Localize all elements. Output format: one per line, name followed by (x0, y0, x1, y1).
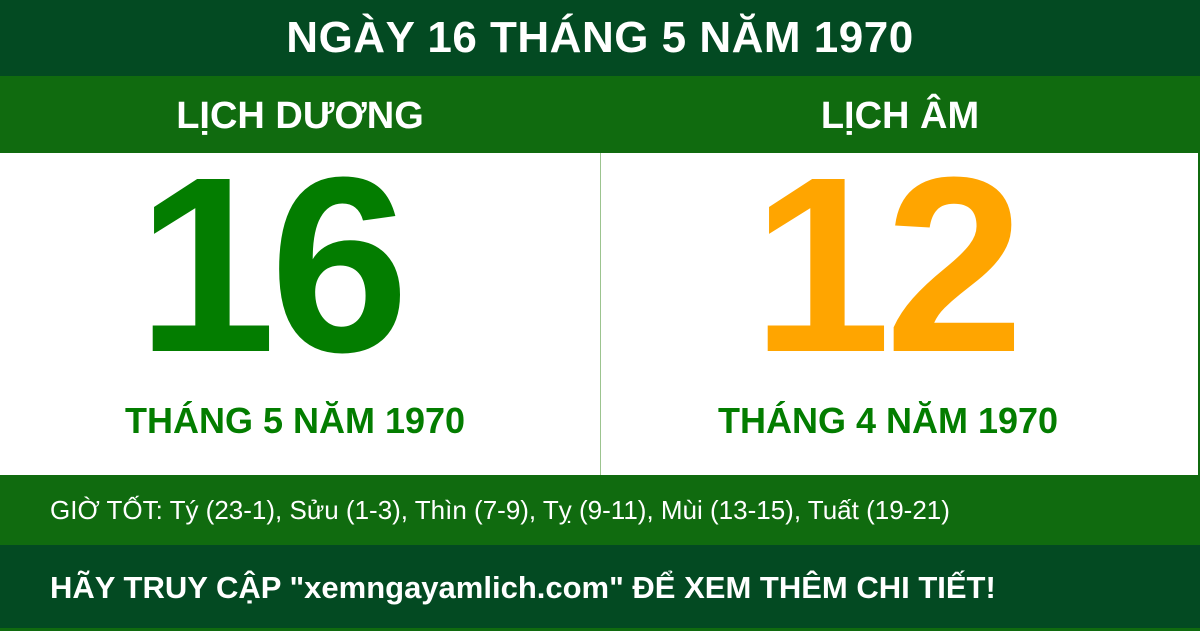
column-divider (600, 153, 601, 475)
lunar-day: 12 (751, 125, 1024, 404)
solar-month-year: THÁNG 5 NĂM 1970 (124, 400, 466, 441)
solar-day: 16 (136, 125, 409, 404)
calendar-body (0, 153, 1198, 475)
page-title: NGÀY 16 THÁNG 5 NĂM 1970 (0, 0, 1200, 76)
solar-heading: LỊCH DƯƠNG (176, 95, 424, 137)
calendar-headings: LỊCH DƯƠNG LỊCH ÂM (0, 76, 1200, 153)
lunar-month-year: THÁNG 4 NĂM 1970 (717, 400, 1059, 441)
footer-cta: HÃY TRUY CẬP "xemngayamlich.com" ĐỂ XEM … (0, 545, 1200, 628)
good-hours: GIỜ TỐT: Tý (23-1), Sửu (1-3), Thìn (7-9… (0, 475, 1200, 545)
lunar-heading: LỊCH ÂM (820, 95, 980, 137)
